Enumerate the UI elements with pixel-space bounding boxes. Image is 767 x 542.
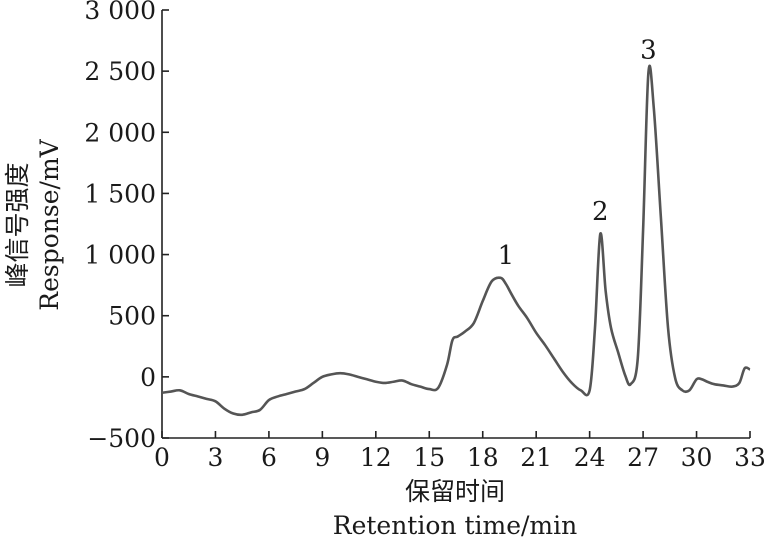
peak-label: 2 xyxy=(592,197,609,227)
x-tick-label: 0 xyxy=(154,443,170,472)
y-tick-label: 500 xyxy=(108,302,156,331)
x-tick-label: 30 xyxy=(681,443,713,472)
y-tick-label: 0 xyxy=(140,363,156,392)
x-tick-label: 6 xyxy=(261,443,277,472)
y-tick-label: −500 xyxy=(87,424,156,453)
y-tick-label: 1 000 xyxy=(84,241,156,270)
x-tick-label: 3 xyxy=(208,443,224,472)
x-tick-label: 18 xyxy=(467,443,499,472)
x-axis-title-cn: 保留时间 xyxy=(405,477,505,506)
peak-label: 3 xyxy=(640,35,657,65)
chromatogram-trace xyxy=(161,64,751,417)
x-tick-label: 12 xyxy=(360,443,392,472)
y-tick-label: 1 500 xyxy=(84,179,156,208)
x-axis-title-en: Retention time/min xyxy=(333,511,577,540)
y-tick-label: 2 500 xyxy=(84,57,156,86)
y-axis: −500 0 500 1 000 1 500 2 000 2 500 3 000 xyxy=(84,0,169,453)
series-layer xyxy=(161,64,751,417)
x-tick-label: 21 xyxy=(520,443,552,472)
y-axis-title-cn: 峰信号强度 xyxy=(3,162,32,287)
y-axis-title-en: Response/mV xyxy=(35,138,64,310)
x-tick-label: 33 xyxy=(734,443,766,472)
x-tick-label: 15 xyxy=(413,443,445,472)
y-tick-label: 2 000 xyxy=(84,118,156,147)
x-tick-label: 9 xyxy=(314,443,330,472)
x-axis: 0 3 6 9 12 15 18 21 24 27 30 33 xyxy=(154,431,766,472)
x-tick-label: 27 xyxy=(627,443,659,472)
x-tick-label: 24 xyxy=(574,443,606,472)
peak-label: 1 xyxy=(498,241,515,271)
y-tick-label: 3 000 xyxy=(84,0,156,25)
annotation-layer: 1 2 3 xyxy=(498,35,657,270)
